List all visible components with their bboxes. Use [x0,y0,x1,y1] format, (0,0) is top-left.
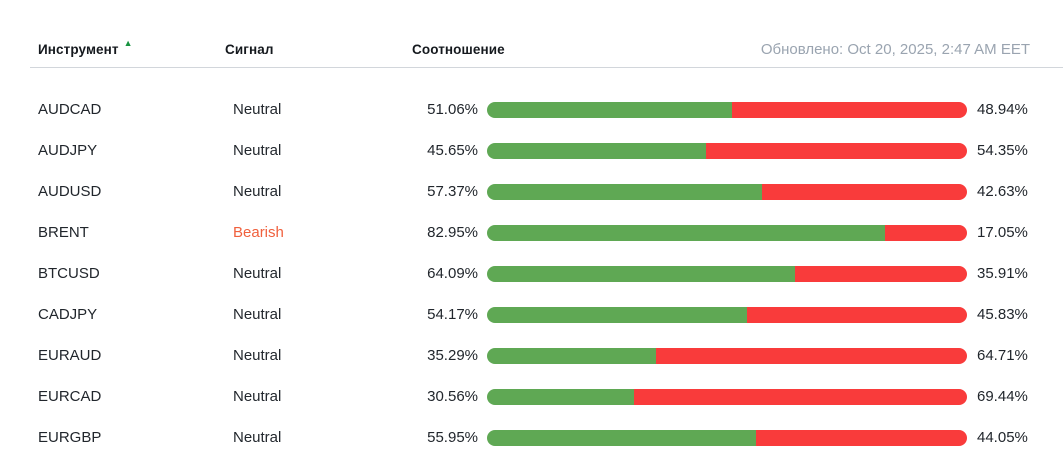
table-row[interactable]: AUDJPY Neutral 45.65% 54.35% [0,130,1063,171]
sentiment-ratio-bar [487,429,967,446]
buy-percent-label: 54.17% [427,306,478,323]
buy-bar-segment [487,101,733,118]
column-header-ratio-label: Соотношение [412,42,505,57]
sell-percent-label: 48.94% [977,101,1028,118]
signal-cell: Bearish [233,224,284,241]
sell-bar-segment [706,142,967,159]
signal-cell: Neutral [233,142,282,159]
buy-bar-segment [487,224,886,241]
table-row[interactable]: CADJPY Neutral 54.17% 45.83% [0,294,1063,335]
buy-bar-segment [487,347,657,364]
table-row[interactable]: EURGBP Neutral 55.95% 44.05% [0,417,1063,456]
signal-cell: Neutral [233,265,282,282]
column-header-instrument-label: Инструмент [38,42,119,57]
sentiment-ratio-bar [487,388,967,405]
buy-bar-segment [487,388,634,405]
table-body: AUDCAD Neutral 51.06% 48.94% AUDJPY Neut… [0,68,1063,456]
signal-cell: Neutral [233,429,282,446]
sell-bar-segment [747,306,967,323]
buy-bar-segment [487,265,795,282]
signal-cell: Neutral [233,101,282,118]
sentiment-ratio-bar [487,101,967,118]
buy-percent-label: 51.06% [427,101,478,118]
buy-percent-label: 45.65% [427,142,478,159]
instrument-cell[interactable]: AUDUSD [38,183,102,200]
table-row[interactable]: AUDCAD Neutral 51.06% 48.94% [0,89,1063,130]
instrument-cell[interactable]: EURAUD [38,347,102,364]
sell-percent-label: 64.71% [977,347,1028,364]
sell-percent-label: 45.83% [977,306,1028,323]
sentiment-ratio-bar [487,347,967,364]
instrument-cell[interactable]: AUDCAD [38,101,102,118]
sell-bar-segment [656,347,967,364]
sell-bar-segment [732,101,967,118]
sell-percent-label: 17.05% [977,224,1028,241]
table-row[interactable]: EURAUD Neutral 35.29% 64.71% [0,335,1063,376]
buy-percent-label: 55.95% [427,429,478,446]
sentiment-ratio-bar [487,183,967,200]
sentiment-ratio-bar [487,142,967,159]
signal-cell: Neutral [233,183,282,200]
signal-cell: Neutral [233,306,282,323]
buy-percent-label: 30.56% [427,388,478,405]
sort-ascending-icon: ▲ [123,38,133,48]
instrument-cell[interactable]: CADJPY [38,306,98,323]
sell-percent-label: 69.44% [977,388,1028,405]
buy-percent-label: 64.09% [427,265,478,282]
column-header-signal[interactable]: Сигнал [225,42,412,57]
table-row[interactable]: BRENT Bearish 82.95% 17.05% [0,212,1063,253]
sentiment-ratio-bar [487,224,967,241]
instrument-cell[interactable]: EURGBP [38,429,102,446]
sell-percent-label: 54.35% [977,142,1028,159]
signal-cell: Neutral [233,347,282,364]
sell-bar-segment [885,224,967,241]
buy-bar-segment [487,183,763,200]
buy-percent-label: 35.29% [427,347,478,364]
column-header-signal-label: Сигнал [225,42,274,57]
sentiment-ratio-bar [487,306,967,323]
sell-bar-segment [762,183,967,200]
signal-cell: Neutral [233,388,282,405]
buy-percent-label: 82.95% [427,224,478,241]
column-header-instrument[interactable]: Инструмент ▲ [38,38,225,58]
updated-timestamp: Обновлено: Oct 20, 2025, 2:47 AM EET [760,41,1030,58]
instrument-cell[interactable]: BRENT [38,224,89,241]
sell-bar-segment [755,429,967,446]
column-header-ratio[interactable]: Соотношение [412,42,505,57]
sell-bar-segment [633,388,967,405]
instrument-cell[interactable]: BTCUSD [38,265,100,282]
table-row[interactable]: AUDUSD Neutral 57.37% 42.63% [0,171,1063,212]
sentiment-ratio-bar [487,265,967,282]
buy-bar-segment [487,306,748,323]
instrument-cell[interactable]: EURCAD [38,388,102,405]
sell-percent-label: 35.91% [977,265,1028,282]
buy-bar-segment [487,142,707,159]
buy-bar-segment [487,429,756,446]
table-row[interactable]: EURCAD Neutral 30.56% 69.44% [0,376,1063,417]
table-row[interactable]: BTCUSD Neutral 64.09% 35.91% [0,253,1063,294]
buy-percent-label: 57.37% [427,183,478,200]
sell-bar-segment [794,265,967,282]
sell-percent-label: 42.63% [977,183,1028,200]
table-header: Инструмент ▲ Сигнал Соотношение Обновлен… [30,32,1063,68]
sell-percent-label: 44.05% [977,429,1028,446]
instrument-cell[interactable]: AUDJPY [38,142,98,159]
